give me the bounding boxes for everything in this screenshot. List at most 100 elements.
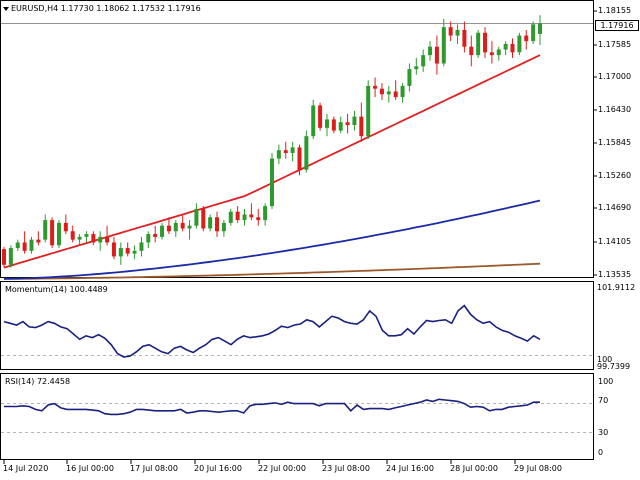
candle-body — [393, 91, 398, 98]
price-axis-label: 1.15260 — [598, 171, 632, 180]
candle-body — [77, 236, 82, 240]
candle-body — [311, 105, 316, 137]
candle-body — [91, 234, 96, 243]
candle-body — [146, 234, 151, 243]
candle-body — [379, 88, 384, 95]
candle-body — [434, 46, 439, 64]
candle-body — [173, 222, 178, 232]
candle-body — [194, 208, 199, 226]
rsi-panel[interactable]: RSI(14) 72.4458 — [0, 373, 594, 460]
rsi-axis-label: 0 — [598, 448, 604, 457]
candle-body — [187, 225, 192, 229]
price-axis-label: 1.14690 — [598, 203, 632, 212]
candle-body — [283, 150, 288, 153]
time-axis-label: 20 Jul 16:00 — [194, 464, 242, 473]
candle-body — [476, 32, 481, 56]
candle-body — [221, 222, 226, 232]
candle-body — [524, 35, 529, 42]
candle-body — [352, 116, 357, 126]
momentum-line — [3, 304, 541, 358]
candle-body — [448, 27, 453, 36]
candle-body — [538, 23, 542, 34]
candle-body — [132, 250, 137, 254]
candle-body — [201, 208, 206, 229]
candle-body — [462, 29, 467, 47]
candle-body — [15, 242, 20, 249]
candle-body — [84, 234, 89, 237]
momentum-header: Momentum(14) 100.4489 — [5, 285, 108, 294]
candle-body — [63, 222, 68, 232]
dropdown-triangle-icon[interactable] — [3, 7, 9, 11]
candle-body — [125, 248, 130, 254]
price-axis-label: 1.16430 — [598, 105, 632, 114]
candle-body — [8, 248, 13, 265]
candle-body — [228, 211, 233, 223]
candle-body — [338, 122, 343, 131]
time-axis-label: 29 Jul 08:00 — [514, 464, 562, 473]
candle-body — [455, 29, 460, 36]
candle-body — [2, 249, 6, 265]
candle-body — [256, 217, 261, 221]
candle-body — [366, 85, 371, 137]
candle-body — [29, 239, 34, 251]
candle-body — [208, 217, 213, 229]
candle-body — [428, 46, 433, 56]
candle-body — [503, 43, 508, 50]
momentum-axis-label: 101.9112 — [597, 283, 636, 292]
candle-body — [43, 220, 48, 240]
candle-body — [469, 46, 474, 56]
time-axis-label: 14 Jul 2020 — [3, 464, 49, 473]
candle-body — [483, 32, 488, 53]
candle-body — [160, 225, 165, 237]
candle-body — [510, 43, 515, 53]
rsi-axis-label: 30 — [598, 428, 609, 437]
time-axis-label: 22 Jul 00:00 — [258, 464, 306, 473]
candle-body — [441, 27, 446, 64]
candle-body — [180, 222, 185, 229]
candle-body — [153, 234, 158, 237]
price-axis-label: 1.18155 — [598, 6, 632, 15]
candle-body — [290, 147, 295, 153]
candle-body — [166, 225, 171, 232]
candle-body — [517, 35, 522, 53]
candle-body — [263, 206, 268, 221]
candle-body — [345, 122, 350, 126]
candle-body — [414, 66, 419, 70]
candle-body — [359, 116, 364, 137]
time-axis-label: 17 Jul 08:00 — [130, 464, 178, 473]
candle-body — [407, 69, 412, 86]
candle-body — [276, 150, 281, 159]
rsi-axis-label: 70 — [598, 396, 609, 405]
symbol-header: EURUSD,H4 1.17730 1.18062 1.17532 1.1791… — [11, 4, 201, 13]
candle-body — [318, 105, 323, 128]
candle-body — [249, 214, 254, 218]
candle-body — [373, 85, 378, 89]
momentum-axis-label: 100 — [597, 355, 613, 364]
candle-body — [496, 49, 501, 56]
candle-body — [304, 136, 309, 170]
time-axis-label: 24 Jul 16:00 — [386, 464, 434, 473]
candle-body — [531, 24, 536, 42]
candle-body — [50, 220, 55, 246]
candle-body — [111, 242, 116, 257]
main-price-panel[interactable]: EURUSD,H4 1.17730 1.18062 1.17532 1.1791… — [0, 0, 594, 278]
ma-long-line — [4, 262, 541, 280]
price-axis-label: 1.17585 — [598, 40, 632, 49]
time-axis-label: 28 Jul 00:00 — [450, 464, 498, 473]
rsi-header: RSI(14) 72.4458 — [5, 377, 71, 386]
candle-body — [56, 222, 61, 246]
candle-body — [489, 52, 494, 56]
candle-body — [70, 231, 75, 240]
candle-body — [242, 214, 247, 221]
price-axis-label: 1.15845 — [598, 138, 632, 147]
momentum-axis-label: 99.7399 — [597, 362, 631, 371]
candle-body — [386, 91, 391, 95]
candle-body — [98, 236, 103, 243]
price-axis-label: 1.13535 — [598, 270, 632, 279]
time-axis-label: 23 Jul 08:00 — [322, 464, 370, 473]
current-price-tag: 1.17916 — [595, 20, 639, 31]
candle-body — [215, 217, 220, 232]
candle-body — [400, 85, 405, 98]
price-axis-label: 1.17000 — [598, 72, 632, 81]
